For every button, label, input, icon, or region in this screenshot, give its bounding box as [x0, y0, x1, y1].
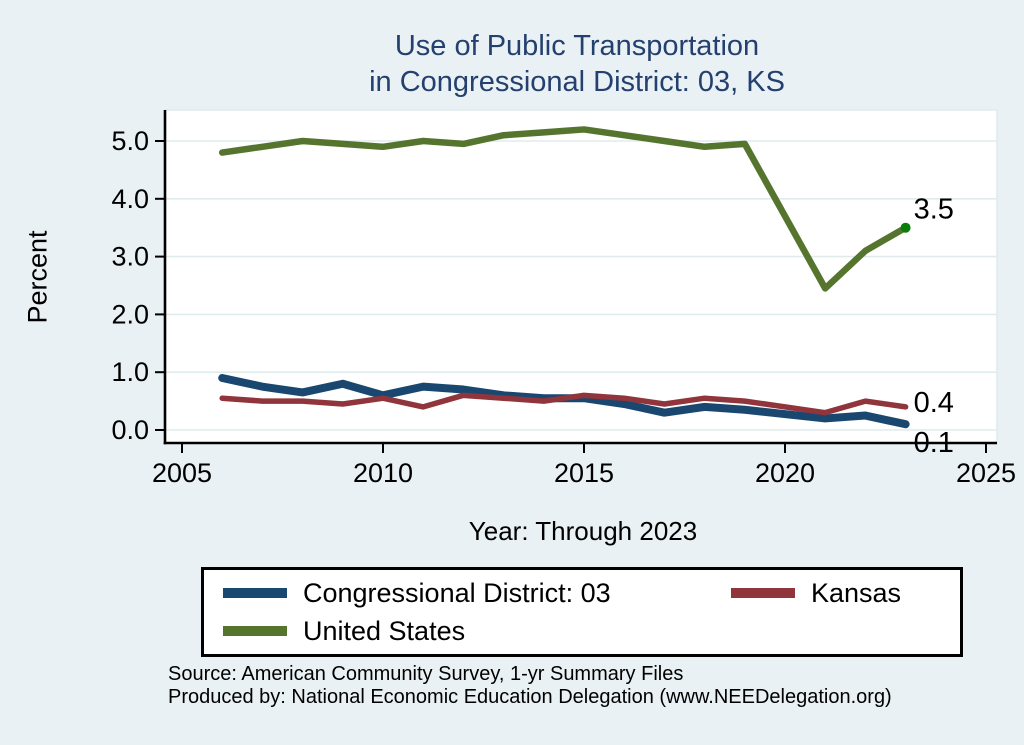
x-axis-title: Year: Through 2023 [468, 516, 698, 546]
source-note: Source: American Community Survey, 1-yr … [168, 663, 892, 709]
y-tick-label: 0.0 [111, 415, 149, 445]
y-tick-label: 3.0 [111, 242, 149, 272]
y-tick-label: 5.0 [111, 126, 149, 156]
legend-item-kansas: Kansas [731, 578, 960, 609]
end-label-united-states: 3.5 [914, 194, 954, 226]
x-tick-label: 2020 [755, 458, 815, 488]
legend-item-united-states: United States [223, 616, 731, 647]
end-label-congressional-district-03: 0.1 [914, 427, 954, 459]
line-kansas [219, 392, 909, 416]
line-congressional-district-03 [218, 373, 910, 429]
x-tick-label: 2010 [353, 458, 413, 488]
x-tick-label: 2015 [554, 458, 614, 488]
legend-label-united-states: United States [303, 615, 466, 646]
legend-swatch-united-states [223, 626, 287, 636]
legend-label-kansas: Kansas [811, 577, 902, 608]
y-tick-label: 1.0 [111, 357, 149, 387]
end-label-kansas: 0.4 [914, 387, 954, 419]
line-united-states [218, 126, 909, 292]
end-marker-united-states [900, 222, 911, 233]
y-tick-label: 4.0 [111, 184, 149, 214]
plot-area [164, 109, 998, 444]
legend-item-congressional-district-03: Congressional District: 03 [223, 578, 731, 609]
x-tick-label: 2025 [956, 458, 1016, 488]
legend-swatch-kansas [731, 588, 795, 598]
legend: Congressional District: 03 Kansas United… [201, 567, 963, 657]
legend-swatch-congressional-district-03 [223, 588, 287, 598]
chart-title: Use of Public Transportation in Congress… [130, 28, 1024, 100]
y-axis-title: Percent [22, 230, 53, 324]
chart-title-line-1: Use of Public Transportation [394, 30, 760, 62]
produced-by-line: Produced by: National Economic Education… [168, 686, 892, 708]
x-tick-label: 2005 [152, 458, 212, 488]
chart-title-line-2: in Congressional District: 03, KS [369, 66, 785, 98]
legend-label-congressional-district-03: Congressional District: 03 [303, 577, 611, 608]
y-tick-label: 2.0 [111, 299, 149, 329]
source-line: Source: American Community Survey, 1-yr … [168, 663, 684, 685]
